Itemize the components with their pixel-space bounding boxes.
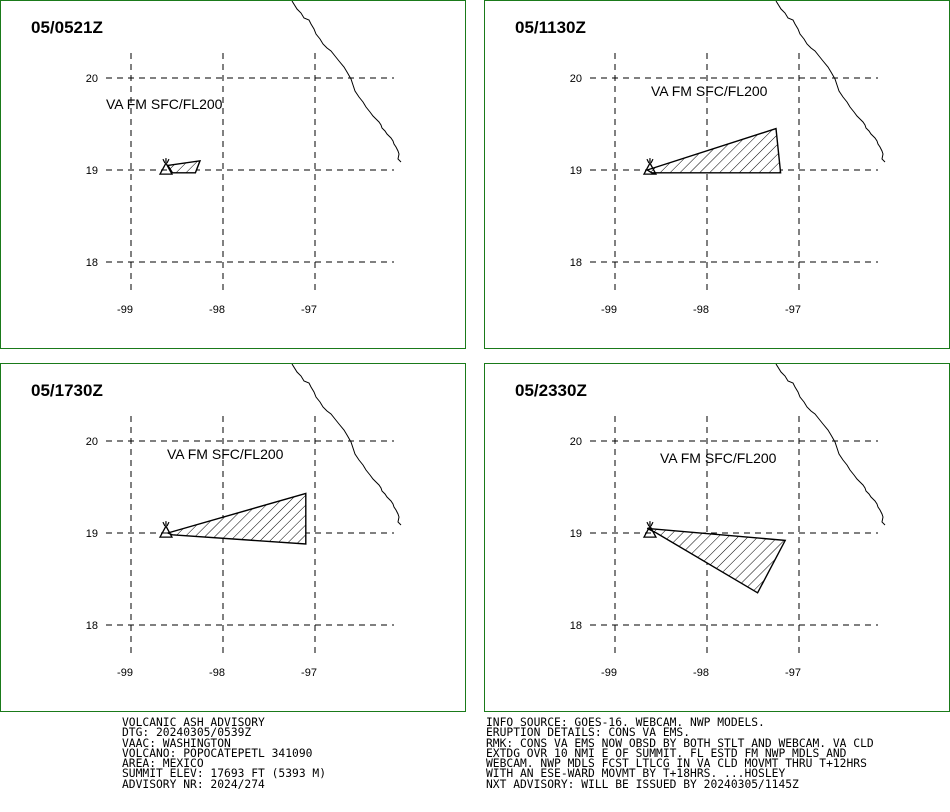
- advisory-line: ERUPTION DETAILS: CONS VA EMS.: [486, 726, 691, 740]
- advisory-line: SUMMIT ELEV: 17693 FT (5393 M): [122, 767, 327, 781]
- advisory-line: DTG: 20240305/0539Z: [122, 726, 252, 740]
- coastline: [775, 364, 886, 526]
- lat-tick-label: 20: [570, 73, 582, 85]
- lat-tick-label: 19: [86, 165, 98, 177]
- coastline: [775, 1, 886, 163]
- panel-time-label: 05/0521Z: [31, 18, 103, 37]
- map-panel-2: 20 19 18 -99 -98 -97 VA FM SFC/FL200 05/1130Z: [484, 0, 950, 349]
- volcano-plume-icon: [646, 158, 654, 164]
- map-svg-4: 20 19 18 -99 -98 -97 VA FM SFC/FL200: [570, 364, 886, 679]
- ash-cloud-polygon: [165, 492, 307, 545]
- volcano-plume-icon: [162, 158, 170, 164]
- lon-tick-label: -97: [785, 304, 801, 316]
- advisory-line: AREA: MEXICO: [122, 757, 204, 771]
- lon-tick-label: -97: [301, 304, 317, 316]
- va-level-label: VA FM SFC/FL200: [167, 446, 284, 462]
- advisory-right-text: INFO SOURCE: GOES-16. WEBCAM. NWP MODELS…: [486, 716, 874, 791]
- coastline: [291, 1, 402, 163]
- panel-time-label: 05/2330Z: [515, 381, 587, 400]
- advisory-line: ADVISORY NR: 2024/274: [122, 777, 265, 791]
- lat-tick-label: 19: [570, 165, 582, 177]
- volcano-icon: [158, 161, 174, 175]
- ash-cloud-polygon: [646, 527, 787, 594]
- map-panel-3: 20 19 18 -99 -98 -97 VA FM SFC/FL200 05/1730Z: [0, 363, 466, 712]
- lon-tick-label: -98: [693, 667, 709, 679]
- volcano-icon: [642, 524, 658, 538]
- lat-tick-label: 19: [570, 528, 582, 540]
- lat-tick-label: 18: [570, 620, 582, 632]
- volcano-icon: [642, 161, 658, 175]
- lat-tick-label: 19: [86, 528, 98, 540]
- lat-tick-label: 20: [570, 436, 582, 448]
- ash-cloud-polygon: [166, 159, 202, 174]
- map-panel-1: 20 19 18 -99 -98 -97 VA FM SFC/FL200 05/0521Z: [0, 0, 466, 349]
- lon-tick-label: -97: [785, 667, 801, 679]
- advisory-line: VOLCANIC ASH ADVISORY: [122, 716, 265, 729]
- map-svg-2: 20 19 18 -99 -98 -97 VA FM SFC/FL200: [570, 1, 886, 316]
- ash-cloud-polygon: [645, 127, 782, 174]
- lat-tick-label: 18: [86, 257, 98, 269]
- lon-tick-label: -99: [601, 304, 617, 316]
- advisory-line: WEBCAM. NWP MDLS FCST LTLCG IN VA CLD MO…: [486, 757, 867, 771]
- lat-tick-label: 20: [86, 436, 98, 448]
- va-level-label: VA FM SFC/FL200: [651, 83, 768, 99]
- advisory-line: VOLCANO: POPOCATEPETL 341090: [122, 746, 313, 760]
- map-panel-4: 20 19 18 -99 -98 -97 VA FM SFC/FL200 05/2330Z: [484, 363, 950, 712]
- panel-time-label: 05/1730Z: [31, 381, 103, 400]
- lon-tick-label: -99: [601, 667, 617, 679]
- advisory-line: NXT ADVISORY: WILL BE ISSUED BY 20240305…: [486, 777, 799, 791]
- lon-tick-label: -99: [117, 304, 133, 316]
- lat-tick-label: 18: [86, 620, 98, 632]
- panel-time-label: 05/1130Z: [515, 18, 586, 37]
- map-svg-1: 20 19 18 -99 -98 -97 VA FM SFC/FL200: [86, 1, 402, 316]
- advisory-line: VAAC: WASHINGTON: [122, 736, 231, 750]
- lon-tick-label: -98: [209, 667, 225, 679]
- advisory-line: EXTDG OVR 10 NMI E OF SUMMIT. FL ESTD FM…: [486, 746, 847, 760]
- advisory-left-text: VOLCANIC ASH ADVISORY DTG: 20240305/0539…: [122, 716, 327, 791]
- coastline: [291, 364, 402, 526]
- volcano-plume-icon: [646, 521, 654, 527]
- lon-tick-label: -99: [117, 667, 133, 679]
- va-level-label: VA FM SFC/FL200: [106, 96, 223, 112]
- map-svg-3: 20 19 18 -99 -98 -97 VA FM SFC/FL200: [86, 364, 402, 679]
- lon-tick-label: -97: [301, 667, 317, 679]
- volcano-icon: [158, 524, 174, 538]
- advisory-line: WITH AN ESE-WARD MOVMT BY T+18HRS. ...HO…: [486, 767, 786, 781]
- advisory-line: RMK: CONS VA EMS NOW OBSD BY BOTH STLT A…: [486, 736, 874, 750]
- lon-tick-label: -98: [693, 304, 709, 316]
- volcano-plume-icon: [162, 521, 170, 527]
- lon-tick-label: -98: [209, 304, 225, 316]
- va-level-label: VA FM SFC/FL200: [660, 450, 777, 466]
- advisory-line: INFO SOURCE: GOES-16. WEBCAM. NWP MODELS…: [486, 716, 765, 729]
- lat-tick-label: 18: [570, 257, 582, 269]
- lat-tick-label: 20: [86, 73, 98, 85]
